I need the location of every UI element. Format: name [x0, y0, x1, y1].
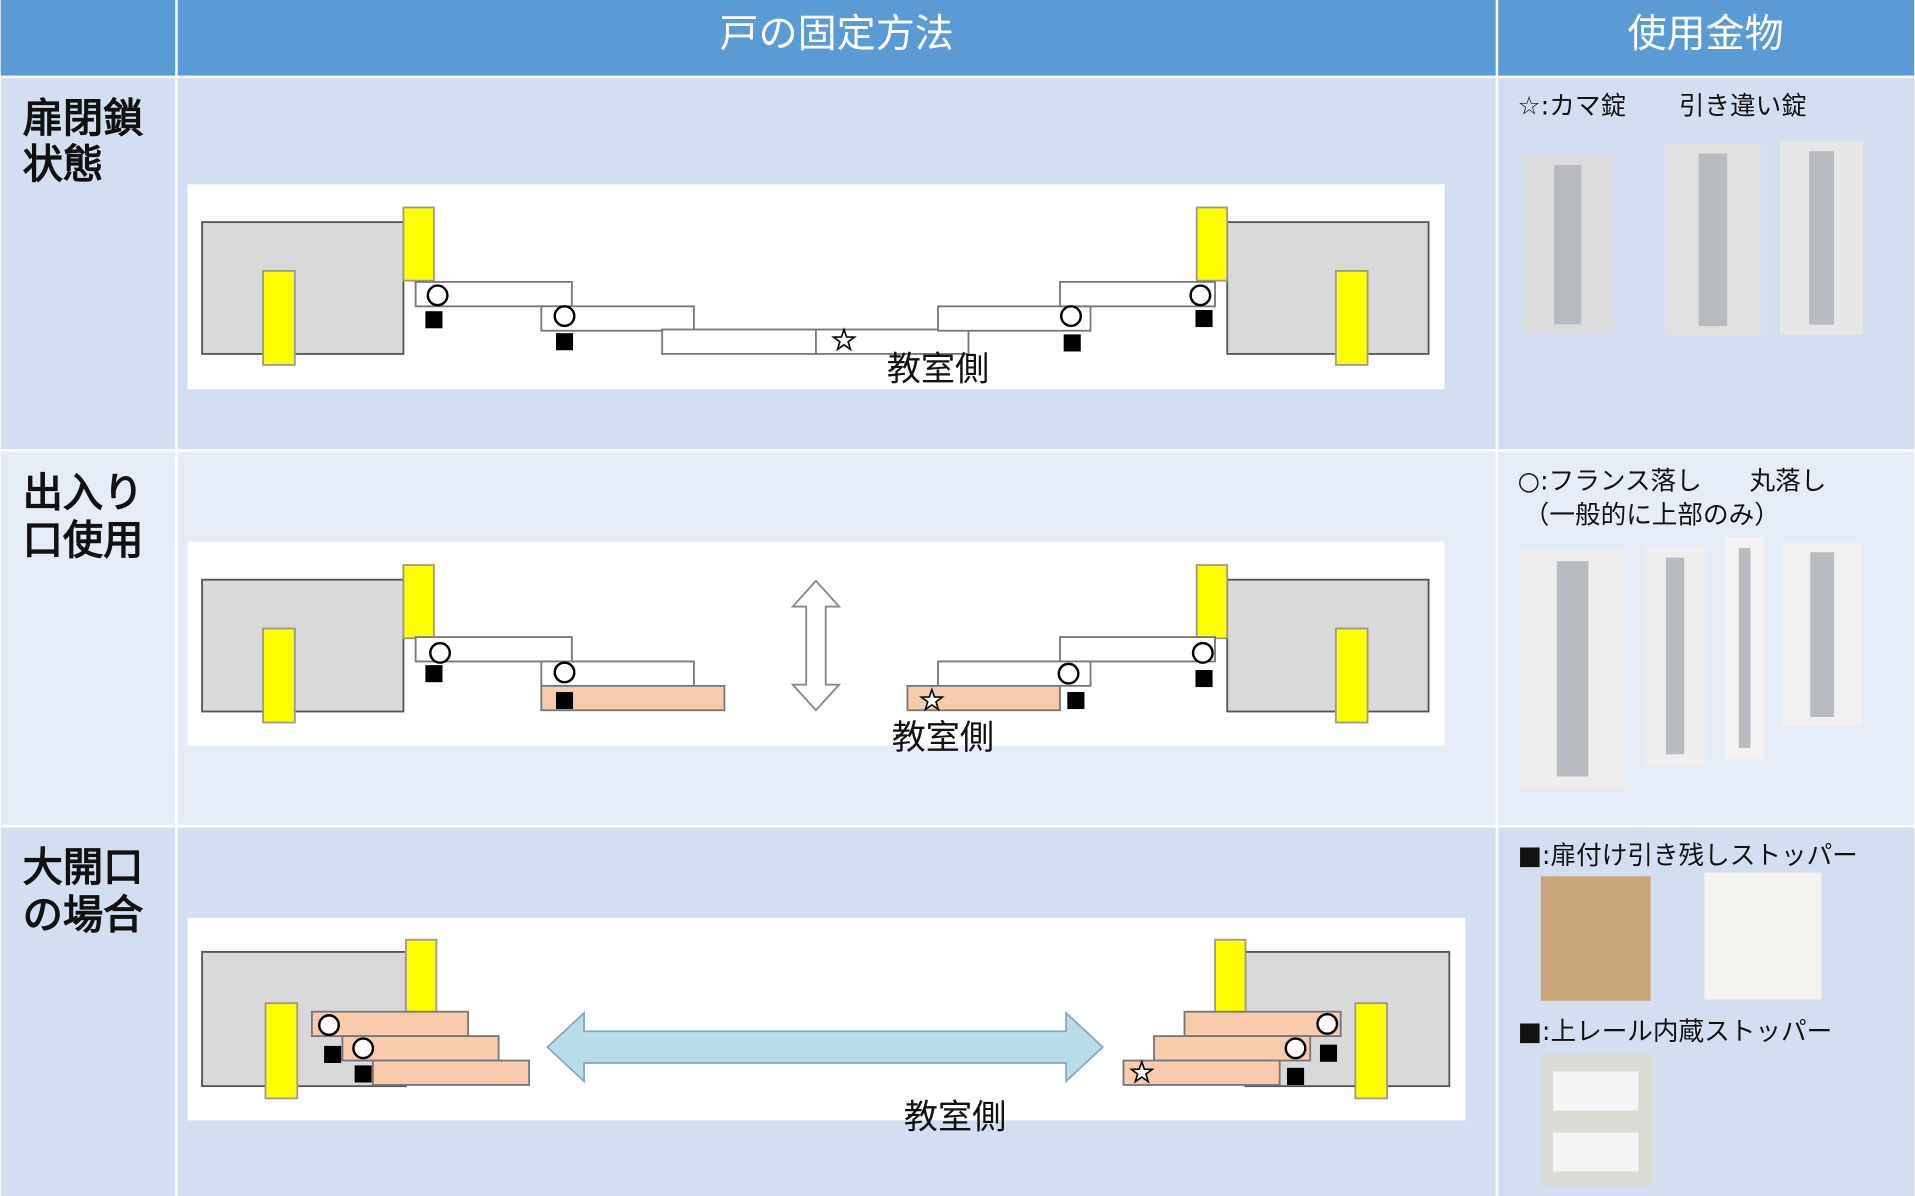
column-header: 戸の固定方法	[720, 12, 954, 57]
door-frame	[402, 206, 435, 282]
flush-bolt-symbol	[553, 305, 576, 328]
hardware-photo-detail	[1665, 557, 1685, 755]
hardware-caption: ■:上レール内蔵ストッパー	[1518, 1017, 1833, 1047]
hardware-caption: ■:扉付け引き残しストッパー	[1518, 841, 1858, 871]
row-label: 出入り	[23, 470, 144, 516]
flush-bolt-symbol	[553, 661, 576, 684]
stopper-symbol	[1319, 1044, 1338, 1062]
side-label: 教室側	[892, 718, 994, 758]
hardware-photo-detail	[1553, 1132, 1639, 1172]
door	[372, 1059, 531, 1086]
table-cell	[0, 78, 176, 450]
hardware-photo-detail	[1809, 151, 1834, 325]
door-frame	[262, 270, 296, 366]
hardware-caption: ○:フランス落し	[1518, 466, 1702, 496]
table-cell	[177, 0, 1496, 76]
wall	[1226, 221, 1430, 355]
flush-bolt-symbol	[1189, 284, 1212, 307]
row-label: 大開口	[23, 845, 144, 891]
flush-bolt-symbol	[1191, 641, 1214, 664]
flush-bolt-symbol	[426, 284, 449, 307]
row-label: 扉閉鎖	[23, 96, 145, 142]
hardware-photo-detail	[1810, 552, 1835, 717]
wall	[201, 578, 405, 713]
door-frame	[402, 564, 435, 640]
hardware-photo-detail	[1698, 153, 1728, 327]
flush-bolt-symbol	[352, 1037, 375, 1060]
door-frame	[1334, 627, 1369, 724]
diagrams	[187, 141, 1864, 1187]
door-frame	[1334, 270, 1369, 366]
flush-bolt-symbol	[1316, 1012, 1339, 1035]
flush-bolt-symbol	[1057, 662, 1080, 685]
door-frame	[1195, 206, 1229, 282]
table-cell	[0, 0, 176, 76]
door-frame	[262, 627, 296, 724]
lock-symbol	[831, 327, 857, 352]
hardware-caption: ☆:カマ錠	[1518, 92, 1626, 122]
stopper-symbol	[354, 1065, 372, 1083]
double-arrow	[546, 1010, 1105, 1084]
side-label: 教室側	[904, 1098, 1006, 1138]
hardware-caption: （一般的に上部のみ）	[1524, 501, 1780, 531]
door	[1059, 280, 1216, 308]
table-cell	[0, 827, 176, 1196]
hardware-photo-detail	[1556, 561, 1589, 777]
door-frame	[1195, 564, 1229, 640]
door-frame	[1214, 938, 1247, 1014]
flush-bolt-symbol	[429, 641, 452, 664]
hardware-caption: 丸落し	[1750, 466, 1827, 496]
lock-symbol	[919, 687, 945, 712]
hardware-photo-detail	[1738, 548, 1751, 748]
door	[1122, 1059, 1281, 1086]
row-label: の場合	[23, 893, 145, 939]
flush-bolt-symbol	[1284, 1037, 1307, 1060]
door	[661, 328, 817, 355]
stopper-symbol	[555, 333, 574, 351]
hardware-photo-detail	[1554, 165, 1582, 325]
column-header: 使用金物	[1628, 12, 1784, 57]
wall	[201, 221, 405, 355]
stopper-symbol	[1063, 334, 1081, 352]
door-frame	[1354, 1002, 1388, 1100]
table-cell	[1498, 0, 1915, 76]
flush-bolt-symbol	[1060, 305, 1082, 328]
wall	[1226, 578, 1430, 713]
door	[1183, 1010, 1342, 1038]
stopper-symbol	[1067, 691, 1085, 710]
hardware-photo-detail	[1553, 1071, 1639, 1111]
hardware-caption: 引き違い錠	[1679, 92, 1807, 122]
table-cell	[0, 451, 176, 825]
flush-bolt-symbol	[318, 1014, 340, 1037]
door	[1059, 636, 1216, 663]
door-frame	[404, 938, 438, 1014]
double-arrow	[790, 579, 842, 712]
stopper-symbol	[324, 1045, 342, 1063]
stopper-symbol	[1195, 309, 1213, 328]
side-label: 教室側	[887, 350, 989, 390]
hardware-photo	[1540, 876, 1651, 1001]
stopper-symbol	[1287, 1067, 1305, 1085]
door	[1153, 1035, 1312, 1062]
stopper-symbol	[425, 665, 443, 683]
stopper-symbol	[1195, 670, 1213, 688]
stopper-symbol	[425, 311, 443, 329]
hardware-photo	[1704, 872, 1822, 1000]
lock-symbol	[1128, 1059, 1155, 1084]
stopper-symbol	[555, 691, 574, 710]
door-frame	[264, 1002, 299, 1100]
row-label: 口使用	[23, 518, 144, 564]
row-label: 状態	[23, 142, 104, 188]
